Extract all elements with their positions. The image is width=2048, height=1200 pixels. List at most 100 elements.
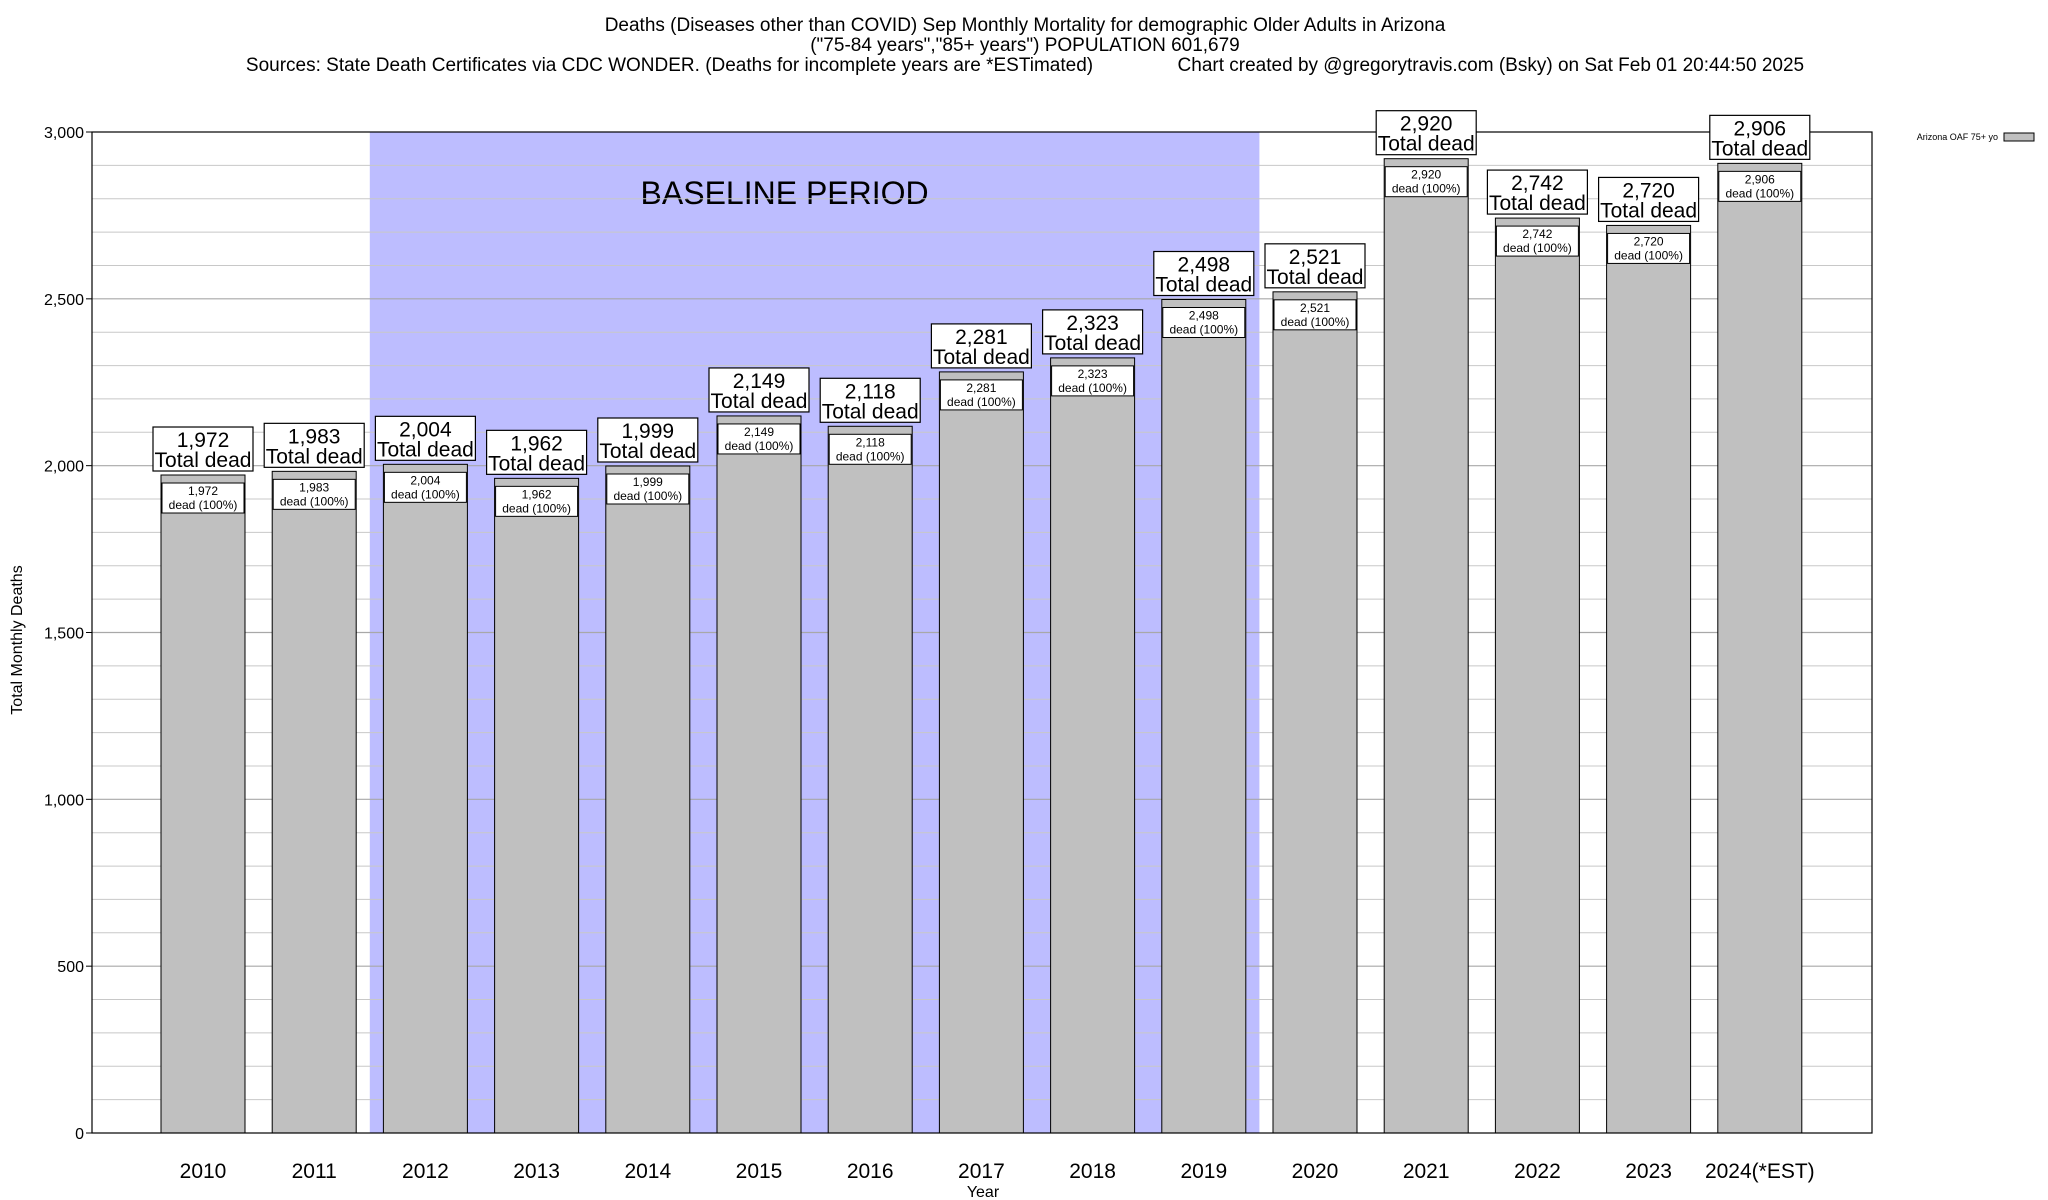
bar-label-value: 2,323 bbox=[1078, 367, 1108, 381]
bar-label-box bbox=[383, 471, 467, 503]
bar-label-text: dead (100%) bbox=[1392, 182, 1461, 196]
total-label-box bbox=[374, 415, 476, 461]
total-label-text: Total dead bbox=[266, 445, 363, 468]
bar-2018 bbox=[1050, 357, 1136, 1134]
y-axis-label: Total Monthly Deaths bbox=[9, 565, 26, 714]
bar-label-value: 1,962 bbox=[522, 487, 552, 501]
total-label-value: 2,323 bbox=[1066, 312, 1119, 335]
bar-label-box bbox=[1607, 232, 1691, 264]
total-label-box bbox=[1486, 169, 1589, 215]
bar-label-value: 2,281 bbox=[966, 381, 996, 395]
bar-2022 bbox=[1494, 217, 1580, 1134]
bar-label-box bbox=[717, 423, 801, 455]
bar-label-text: dead (100%) bbox=[1614, 248, 1683, 262]
bar-label-value: 2,521 bbox=[1300, 301, 1330, 315]
total-label-box bbox=[1041, 309, 1144, 355]
bar-label-box bbox=[1051, 365, 1135, 397]
bar-label-value: 2,720 bbox=[1634, 234, 1664, 248]
bar-2020 bbox=[1272, 291, 1358, 1134]
x-tick-label: 2021 bbox=[1403, 1160, 1450, 1183]
legend-label: Arizona OAF 75+ yo bbox=[1917, 132, 1998, 142]
chart-title: Deaths (Diseases other than COVID) Sep M… bbox=[246, 15, 1804, 76]
total-label-box bbox=[930, 323, 1033, 369]
y-axis-ticks: 0 500 1,000 1,500 2,000 2,500 3,000 bbox=[44, 125, 92, 1143]
bar-label-text: dead (100%) bbox=[1725, 186, 1794, 200]
total-label-value: 2,498 bbox=[1178, 254, 1231, 277]
bar-label-text: dead (100%) bbox=[391, 487, 460, 501]
total-label-value: 2,742 bbox=[1511, 172, 1564, 195]
total-label-box bbox=[708, 367, 810, 413]
bar-2015 bbox=[716, 415, 802, 1134]
bar-label-value: 2,149 bbox=[744, 425, 774, 439]
legend-swatch bbox=[2003, 132, 2035, 142]
bar-label-text: dead (100%) bbox=[613, 489, 682, 503]
x-tick-label: 2010 bbox=[180, 1160, 227, 1183]
y-tick-label: 500 bbox=[57, 959, 84, 976]
bar-label-value: 2,004 bbox=[410, 473, 440, 487]
bar-label-value: 1,972 bbox=[188, 484, 218, 498]
x-tick-label: 2015 bbox=[736, 1160, 783, 1183]
bar-label-box bbox=[1718, 170, 1802, 202]
bar-label-value: 2,498 bbox=[1189, 309, 1219, 323]
bar-label-box bbox=[606, 473, 690, 505]
total-label-box bbox=[1709, 114, 1811, 160]
bar-label-box bbox=[1384, 166, 1468, 198]
total-label-value: 2,720 bbox=[1622, 179, 1675, 202]
total-label-value: 1,983 bbox=[288, 425, 341, 448]
x-tick-label: 2014 bbox=[624, 1160, 671, 1183]
x-tick-label: 2024(*EST) bbox=[1705, 1160, 1815, 1183]
x-tick-label: 2019 bbox=[1180, 1160, 1227, 1183]
bar-label-value: 1,999 bbox=[633, 475, 663, 489]
x-axis-ticks: 2010 2011 2012 2013 2014 2015 2016 2017 2018 2019… bbox=[180, 1160, 1815, 1183]
total-label-text: Total dead bbox=[1378, 133, 1475, 156]
y-tick-label: 2,500 bbox=[44, 292, 84, 309]
bar-label-text: dead (100%) bbox=[947, 395, 1016, 409]
total-label-value: 1,962 bbox=[510, 432, 563, 455]
total-label-value: 2,521 bbox=[1289, 246, 1342, 269]
total-label-text: Total dead bbox=[1044, 332, 1141, 355]
bar-label-text: dead (100%) bbox=[1281, 315, 1350, 329]
bar-2023 bbox=[1606, 224, 1692, 1134]
bar-label-text: dead (100%) bbox=[502, 501, 571, 515]
bar-label-value: 2,118 bbox=[856, 435, 885, 449]
x-tick-label: 2017 bbox=[958, 1160, 1005, 1183]
x-tick-label: 2022 bbox=[1514, 1160, 1561, 1183]
total-label-box bbox=[1153, 250, 1255, 297]
x-tick-label: 2023 bbox=[1625, 1160, 1672, 1183]
bar-label-box bbox=[828, 433, 912, 465]
total-label-box bbox=[1264, 243, 1366, 289]
total-label-text: Total dead bbox=[1711, 137, 1808, 160]
total-label-text: Total dead bbox=[822, 400, 919, 423]
bar-2010 bbox=[160, 474, 246, 1134]
total-label-value: 2,281 bbox=[955, 326, 1008, 349]
total-label-text: Total dead bbox=[1267, 266, 1364, 289]
total-label-text: Total dead bbox=[1489, 192, 1586, 215]
x-tick-label: 2020 bbox=[1292, 1160, 1339, 1183]
bar-2013 bbox=[494, 477, 580, 1134]
x-tick-label: 2011 bbox=[292, 1160, 337, 1183]
bar-2014 bbox=[605, 465, 691, 1134]
